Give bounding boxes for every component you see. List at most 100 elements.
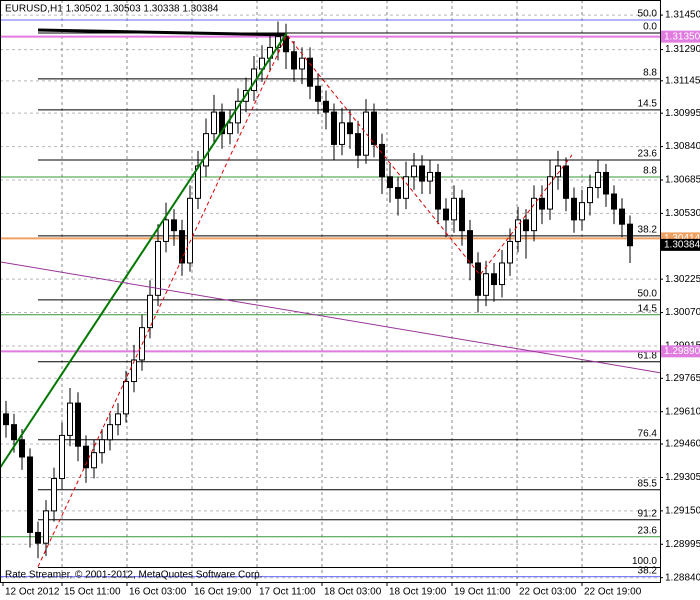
candle-body <box>59 434 65 480</box>
candle-body <box>523 219 529 232</box>
candle-body <box>283 36 289 53</box>
candle-body <box>147 294 153 329</box>
candle-body <box>171 219 177 232</box>
candle-body <box>163 219 169 242</box>
candle-body <box>387 176 393 189</box>
candle-body <box>459 197 465 232</box>
candle-body <box>323 100 329 113</box>
candle-body <box>227 122 233 135</box>
candle-body <box>419 165 425 182</box>
candle-body <box>451 197 457 221</box>
candle-body <box>131 359 137 383</box>
candle-body <box>491 273 497 286</box>
candle-body <box>403 176 409 199</box>
y-tick-label: 1.29150 <box>665 506 700 517</box>
candle-body <box>67 402 73 436</box>
candle-body <box>307 57 313 87</box>
candle-body <box>331 111 337 145</box>
fib-level-label: 61.8 <box>638 350 658 361</box>
candle-body <box>547 176 553 210</box>
fib-level-label: 50.0 <box>638 288 658 299</box>
candle-body <box>291 51 297 70</box>
fib-level-label: 14.5 <box>638 99 658 110</box>
x-tick-label: 18 Oct 03:00 <box>324 587 382 598</box>
price-box-label: 1.31350 <box>664 31 700 42</box>
candle-body <box>315 85 321 102</box>
candle-body <box>339 122 345 145</box>
fib-level-label: 0.0 <box>643 22 657 33</box>
fib-level-label: 50.0 <box>638 9 658 20</box>
candle-body <box>43 510 49 544</box>
y-tick-label: 1.29765 <box>665 373 700 384</box>
footer: Rate Streamer, © 2001-2012, MetaQuotes S… <box>5 570 263 581</box>
candle-body <box>123 381 129 415</box>
y-tick-label: 1.31290 <box>665 44 700 55</box>
candle-body <box>91 452 97 469</box>
candle-body <box>603 171 609 195</box>
y-tick-label: 1.30995 <box>665 108 700 119</box>
candle-body <box>355 133 361 156</box>
candle-body <box>531 197 537 232</box>
plot-frame <box>0 0 661 583</box>
candle-body <box>19 439 25 458</box>
candle-body <box>563 165 569 199</box>
candle-body <box>627 223 633 247</box>
candle-body <box>587 187 593 204</box>
candle-body <box>219 111 225 135</box>
y-tick-label: 1.29305 <box>665 472 700 483</box>
x-tick-label: 18 Oct 19:00 <box>389 587 447 598</box>
candle-body <box>299 57 305 70</box>
y-tick-label: 1.31145 <box>665 75 700 86</box>
x-tick-label: 17 Oct 11:00 <box>259 587 316 598</box>
candle-body <box>35 531 41 544</box>
candle-body <box>379 143 385 178</box>
price-box-label: 1.29890 <box>664 346 700 357</box>
fib-level-label: 8.8 <box>643 68 657 79</box>
candle-body <box>595 171 601 189</box>
fib-level-label: 38.2 <box>638 565 658 576</box>
candle-body <box>443 208 449 221</box>
candle-body <box>499 262 505 286</box>
x-tick-label: 15 Oct 11:00 <box>64 587 121 598</box>
x-tick-label: 16 Oct 19:00 <box>194 587 252 598</box>
candle-body <box>363 111 369 156</box>
candle-body <box>203 133 209 167</box>
trend-line <box>0 32 288 469</box>
candle-body <box>435 171 441 210</box>
candle-body <box>115 413 121 426</box>
fib-level-label: 23.6 <box>638 525 658 536</box>
candle-body <box>475 262 481 296</box>
candle-body <box>571 197 577 221</box>
candle-body <box>155 240 161 296</box>
candle-body <box>211 111 217 135</box>
x-tick-label: 16 Oct 03:00 <box>129 587 187 598</box>
fib-level-label: 14.5 <box>638 303 658 314</box>
fib-level-label: 76.4 <box>638 428 658 439</box>
candle-body <box>3 413 9 426</box>
fib-level-label: 91.2 <box>638 508 658 519</box>
fib-level-label: 8.8 <box>643 166 657 177</box>
candle-body <box>75 402 81 447</box>
candle-body <box>619 208 625 225</box>
candle-body <box>371 111 377 145</box>
candle-body <box>179 230 185 264</box>
candle-body <box>515 219 521 242</box>
fib-level-label: 85.5 <box>638 478 658 489</box>
candle-body <box>187 197 193 264</box>
trend-line <box>0 261 661 374</box>
candle-body <box>99 439 105 454</box>
candle-body <box>107 424 113 441</box>
chart-title: EURUSD,H1 1.30502 1.30503 1.30338 1.3038… <box>5 4 219 15</box>
y-tick-label: 1.31450 <box>665 10 700 21</box>
trend-line <box>37 28 287 37</box>
price-box <box>660 345 700 358</box>
y-tick-label: 1.28840 <box>665 572 700 583</box>
candle-body <box>467 230 473 264</box>
candle-body <box>11 424 17 441</box>
x-tick-label: 22 Oct 03:00 <box>519 587 577 598</box>
candle-body <box>427 171 433 182</box>
x-tick-label: 12 Oct 2012 <box>5 587 60 598</box>
candle-body <box>27 456 33 533</box>
